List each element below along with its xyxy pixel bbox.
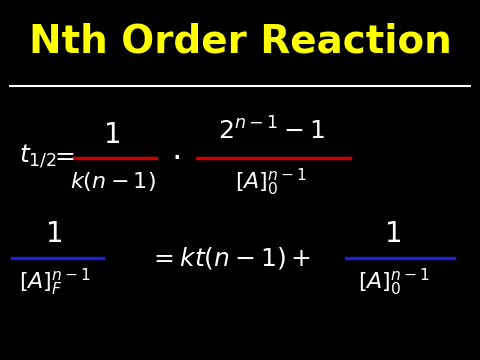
Text: $2^{n-1}-1$: $2^{n-1}-1$ xyxy=(218,118,324,145)
Text: $= kt(n-1)+$: $= kt(n-1)+$ xyxy=(149,245,312,271)
Text: $\cdot$: $\cdot$ xyxy=(171,140,180,173)
Text: $k(n-1)$: $k(n-1)$ xyxy=(70,170,156,193)
Text: 1: 1 xyxy=(47,220,64,248)
Text: 1: 1 xyxy=(385,220,402,248)
Text: $[A]_F^{n-1}$: $[A]_F^{n-1}$ xyxy=(19,267,91,298)
Text: $[A]_0^{n-1}$: $[A]_0^{n-1}$ xyxy=(235,167,307,198)
Text: 1: 1 xyxy=(104,121,121,149)
Text: $[A]_0^{n-1}$: $[A]_0^{n-1}$ xyxy=(358,267,430,298)
Text: Nth Order Reaction: Nth Order Reaction xyxy=(29,22,451,60)
Text: =: = xyxy=(54,145,75,168)
Text: $t_{1/2}$: $t_{1/2}$ xyxy=(19,143,57,170)
